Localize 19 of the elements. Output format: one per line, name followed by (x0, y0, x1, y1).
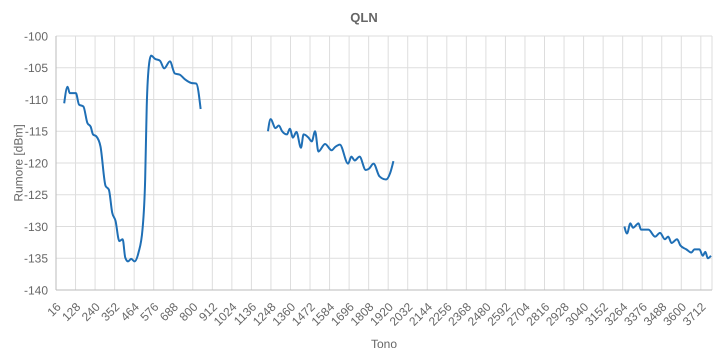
line-series (623, 222, 712, 260)
y-axis-title: Rumore [dBm] (11, 124, 26, 202)
y-tick-label: -125 (24, 188, 48, 202)
line-series (63, 54, 202, 262)
chart-title: QLN (349, 9, 379, 27)
y-tick-label: -105 (24, 61, 48, 76)
y-tick-label: -115 (24, 124, 48, 139)
y-tick-label: -140 (24, 283, 48, 298)
y-tick-label: -110 (24, 92, 48, 107)
y-tick-label: -100 (24, 29, 48, 44)
x-tick-label: 576 (137, 300, 162, 324)
x-axis-title: Tono (370, 337, 398, 350)
x-tick-label: 16 (44, 300, 64, 320)
y-tick-label: -120 (24, 156, 48, 170)
y-tick-label: -130 (24, 220, 48, 234)
x-tick-label: 352 (98, 300, 123, 324)
x-tick-label: 800 (176, 300, 201, 324)
y-tick-label: -135 (24, 252, 48, 266)
line-series (266, 118, 394, 181)
